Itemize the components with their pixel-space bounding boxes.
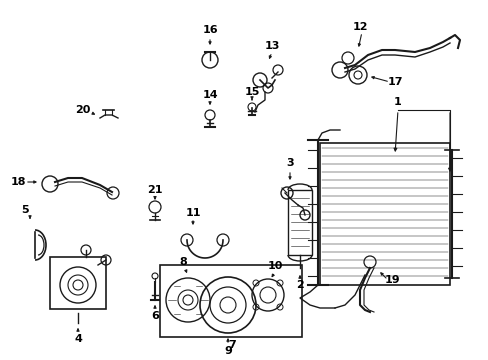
- Bar: [319, 143, 449, 285]
- Text: 19: 19: [385, 275, 400, 285]
- Text: 6: 6: [151, 311, 159, 321]
- Text: 15: 15: [244, 87, 259, 97]
- Text: 8: 8: [179, 257, 186, 267]
- Bar: [287, 190, 311, 255]
- Text: 18: 18: [10, 177, 26, 187]
- Text: 21: 21: [147, 185, 163, 195]
- Bar: [50, 257, 106, 309]
- Text: 3: 3: [285, 158, 293, 168]
- Text: 20: 20: [75, 105, 90, 115]
- Text: 4: 4: [74, 334, 82, 344]
- Bar: [160, 265, 302, 337]
- Text: 12: 12: [351, 22, 367, 32]
- Text: 14: 14: [202, 90, 217, 100]
- Text: 10: 10: [267, 261, 282, 271]
- Text: 17: 17: [386, 77, 402, 87]
- Text: 2: 2: [296, 280, 303, 290]
- Text: 11: 11: [185, 208, 201, 218]
- Text: 16: 16: [202, 25, 217, 35]
- Text: 9: 9: [224, 346, 231, 356]
- Text: 7: 7: [228, 340, 235, 350]
- Text: 13: 13: [264, 41, 279, 51]
- Text: 5: 5: [21, 205, 29, 215]
- Text: 1: 1: [393, 97, 401, 107]
